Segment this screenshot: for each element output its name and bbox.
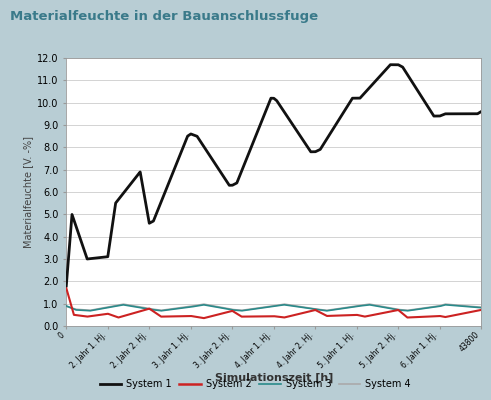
- Legend: System 1, System 2, System 3, System 4: System 1, System 2, System 3, System 4: [96, 375, 415, 393]
- Text: Materialfeuchte in der Bauanschlussfuge: Materialfeuchte in der Bauanschlussfuge: [10, 10, 318, 23]
- X-axis label: Simulationszeit [h]: Simulationszeit [h]: [215, 372, 333, 383]
- Y-axis label: Materialfeuchte [V. -%]: Materialfeuchte [V. -%]: [23, 136, 33, 248]
